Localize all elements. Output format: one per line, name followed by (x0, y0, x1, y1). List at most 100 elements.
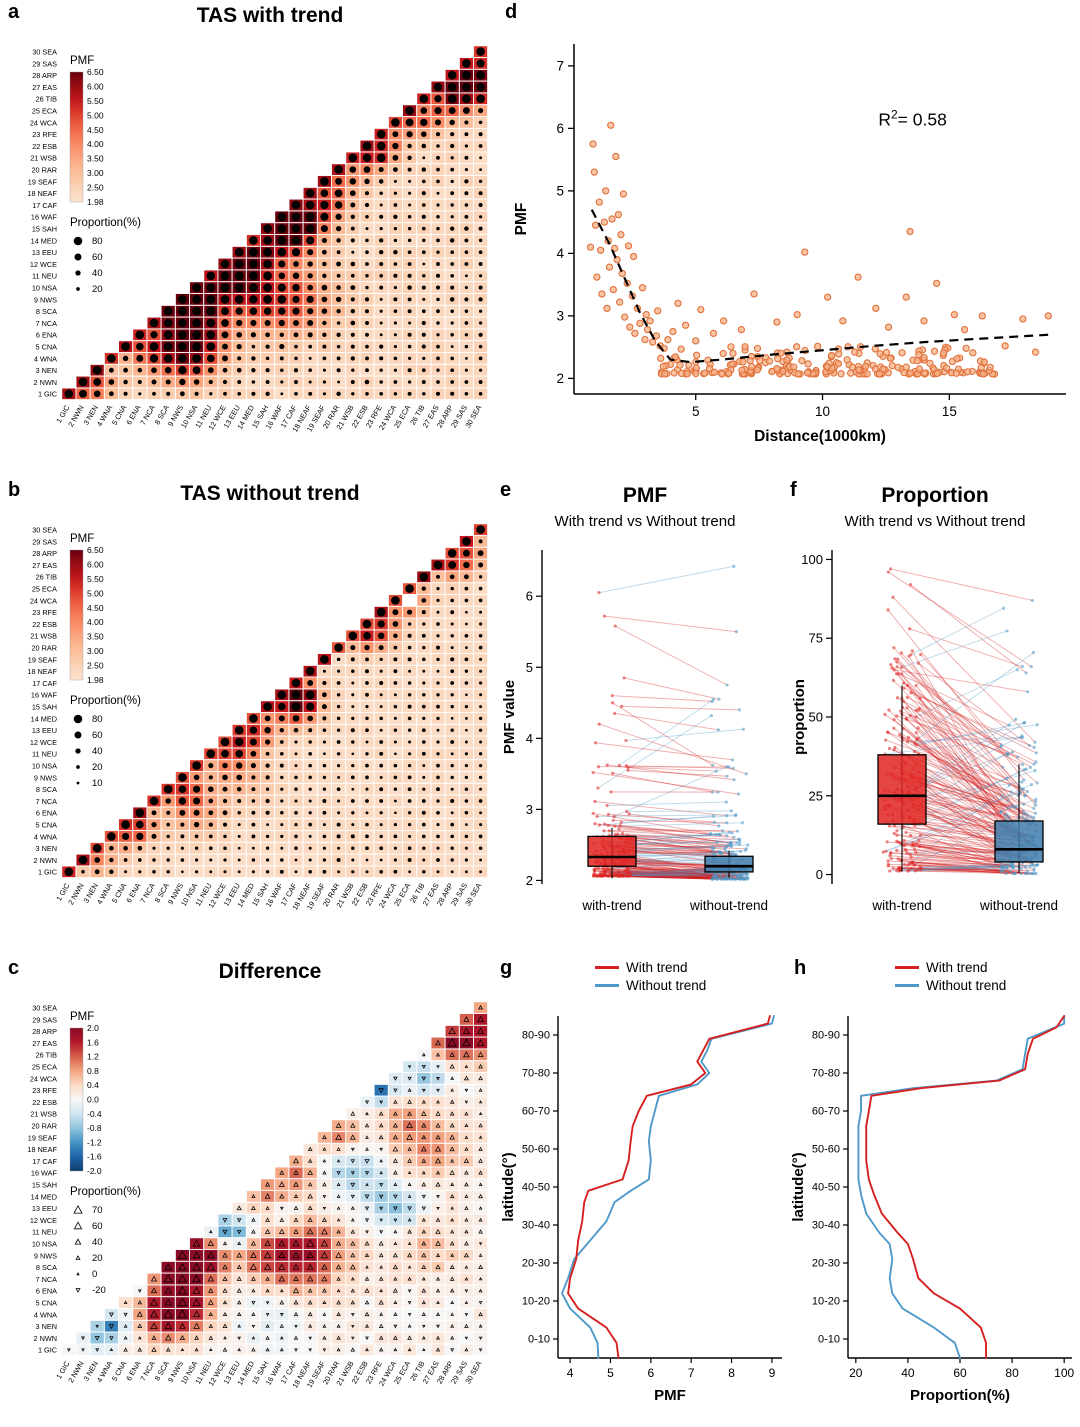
svg-text:1.2: 1.2 (87, 1052, 99, 1062)
without-trend-line-swatch (595, 984, 619, 987)
svg-text:6.00: 6.00 (87, 559, 104, 569)
svg-text:16 WAF: 16 WAF (31, 213, 58, 222)
svg-text:60: 60 (92, 730, 103, 741)
svg-text:24 WCA: 24 WCA (30, 118, 57, 127)
svg-text:5.50: 5.50 (87, 96, 104, 106)
panel-e-letter: e (500, 479, 512, 501)
svg-text:2.50: 2.50 (87, 183, 104, 193)
svg-text:7 NCA: 7 NCA (36, 797, 58, 806)
svg-text:3 NEN: 3 NEN (36, 1322, 58, 1331)
svg-text:8: 8 (728, 1366, 735, 1380)
svg-text:5 CNA: 5 CNA (36, 821, 58, 830)
panel-g-legend: With trend Without trend (595, 960, 775, 993)
svg-text:-2.0: -2.0 (87, 1166, 102, 1176)
svg-text:40-50: 40-50 (522, 1182, 550, 1194)
svg-text:27 EAS: 27 EAS (32, 83, 57, 92)
svg-text:100: 100 (801, 552, 823, 567)
svg-text:80-90: 80-90 (812, 1030, 840, 1042)
with-trend-line-swatch (595, 966, 619, 969)
with-trend-label: With trend (626, 960, 688, 975)
svg-text:4.50: 4.50 (87, 125, 104, 135)
svg-text:15 SAH: 15 SAH (32, 1181, 57, 1190)
svg-text:15 SAH: 15 SAH (32, 703, 57, 712)
panel-h-letter: h (794, 957, 807, 979)
svg-text:4.00: 4.00 (87, 617, 104, 627)
svg-text:22 ESB: 22 ESB (32, 142, 57, 151)
svg-text:11 NEU: 11 NEU (32, 1228, 57, 1237)
svg-text:2 NWN: 2 NWN (33, 378, 57, 387)
svg-text:100: 100 (1054, 1366, 1074, 1380)
svg-text:6.50: 6.50 (87, 67, 104, 77)
svg-text:20 RAR: 20 RAR (31, 644, 57, 653)
svg-text:1 GIC: 1 GIC (38, 868, 57, 877)
svg-text:with-trend: with-trend (871, 898, 931, 913)
svg-text:13 EEU: 13 EEU (32, 248, 57, 257)
svg-text:Proportion(%): Proportion(%) (70, 217, 141, 229)
svg-text:14 MED: 14 MED (31, 236, 57, 245)
svg-text:8 SCA: 8 SCA (36, 1263, 57, 1272)
svg-text:30 SEA: 30 SEA (32, 1004, 57, 1013)
svg-text:50-60: 50-60 (812, 1144, 840, 1156)
svg-text:80: 80 (92, 236, 103, 247)
svg-text:latitude(°): latitude(°) (500, 1152, 517, 1221)
svg-text:2: 2 (556, 371, 564, 386)
svg-text:3.00: 3.00 (87, 168, 104, 178)
svg-text:1.98: 1.98 (87, 197, 104, 207)
svg-text:4: 4 (567, 1366, 574, 1380)
svg-text:7: 7 (556, 58, 564, 73)
svg-text:2.0: 2.0 (87, 1023, 99, 1033)
pmf-paired-boxplot: 2 3 4 5 6 PMF value with-trend without-trend (501, 550, 768, 913)
difference-heatmap: 1 GIC 2 NWN 3 NEN 4 WNA 5 CNA 6 ENA 7 NCA 8 SCA… (27, 1001, 488, 1390)
svg-text:0.8: 0.8 (87, 1066, 99, 1076)
svg-text:PMF: PMF (654, 1387, 686, 1404)
svg-text:60: 60 (92, 252, 103, 263)
svg-text:70-80: 70-80 (522, 1068, 550, 1080)
svg-text:9 NWS: 9 NWS (34, 1251, 57, 1260)
svg-text:0: 0 (816, 867, 823, 882)
pmf-latitude-linechart: 0-10 10-20 20-30 30-40 40-50 50-60 60-70 70-80 8… (500, 1015, 782, 1404)
svg-text:-0.4: -0.4 (87, 1109, 102, 1119)
panel-f-letter: f (790, 479, 797, 501)
svg-text:29 SAS: 29 SAS (32, 537, 57, 546)
svg-text:20: 20 (849, 1366, 863, 1380)
svg-text:5.00: 5.00 (87, 588, 104, 598)
svg-text:10-20: 10-20 (812, 1296, 840, 1308)
svg-text:4 WNA: 4 WNA (34, 832, 57, 841)
svg-text:30 SEA: 30 SEA (32, 526, 57, 535)
svg-text:R2= 0.58: R2= 0.58 (878, 107, 946, 129)
svg-text:24 WCA: 24 WCA (30, 596, 57, 605)
panel-f-subtitle: With trend vs Without trend (844, 513, 1026, 530)
svg-text:27 EAS: 27 EAS (32, 1039, 57, 1048)
svg-text:5: 5 (607, 1366, 614, 1380)
svg-text:4 WNA: 4 WNA (34, 1310, 57, 1319)
svg-text:2 NWN: 2 NWN (33, 856, 57, 865)
svg-text:17 CAF: 17 CAF (32, 679, 57, 688)
svg-text:18 NEAF: 18 NEAF (27, 667, 57, 676)
svg-text:28 ARP: 28 ARP (32, 71, 57, 80)
svg-text:11 NEU: 11 NEU (32, 272, 57, 281)
svg-text:11 NEU: 11 NEU (32, 750, 57, 759)
svg-text:6.50: 6.50 (87, 545, 104, 555)
svg-text:6: 6 (556, 121, 564, 136)
panel-b-title: TAS without trend (180, 482, 360, 505)
svg-text:3.50: 3.50 (87, 154, 104, 164)
panel-b-letter: b (8, 479, 21, 501)
svg-text:PMF: PMF (70, 1011, 94, 1023)
svg-text:-0.8: -0.8 (87, 1123, 102, 1133)
svg-text:20: 20 (92, 1253, 103, 1264)
svg-text:17 CAF: 17 CAF (32, 1157, 57, 1166)
svg-text:3: 3 (526, 802, 533, 817)
panel-e-subtitle: With trend vs Without trend (554, 513, 736, 530)
without-trend-label: Without trend (626, 978, 707, 993)
svg-text:60: 60 (92, 1221, 103, 1232)
svg-text:8 SCA: 8 SCA (36, 785, 57, 794)
svg-text:2: 2 (526, 873, 533, 888)
legend-entry-with-trend: With trend (595, 960, 775, 975)
svg-text:25 ECA: 25 ECA (32, 585, 57, 594)
panel-c-letter: c (8, 957, 20, 979)
svg-text:PMF value: PMF value (501, 680, 518, 754)
svg-text:10-20: 10-20 (522, 1296, 550, 1308)
svg-text:4 WNA: 4 WNA (34, 354, 57, 363)
svg-text:30-40: 30-40 (812, 1220, 840, 1232)
svg-text:21 WSB: 21 WSB (30, 632, 57, 641)
